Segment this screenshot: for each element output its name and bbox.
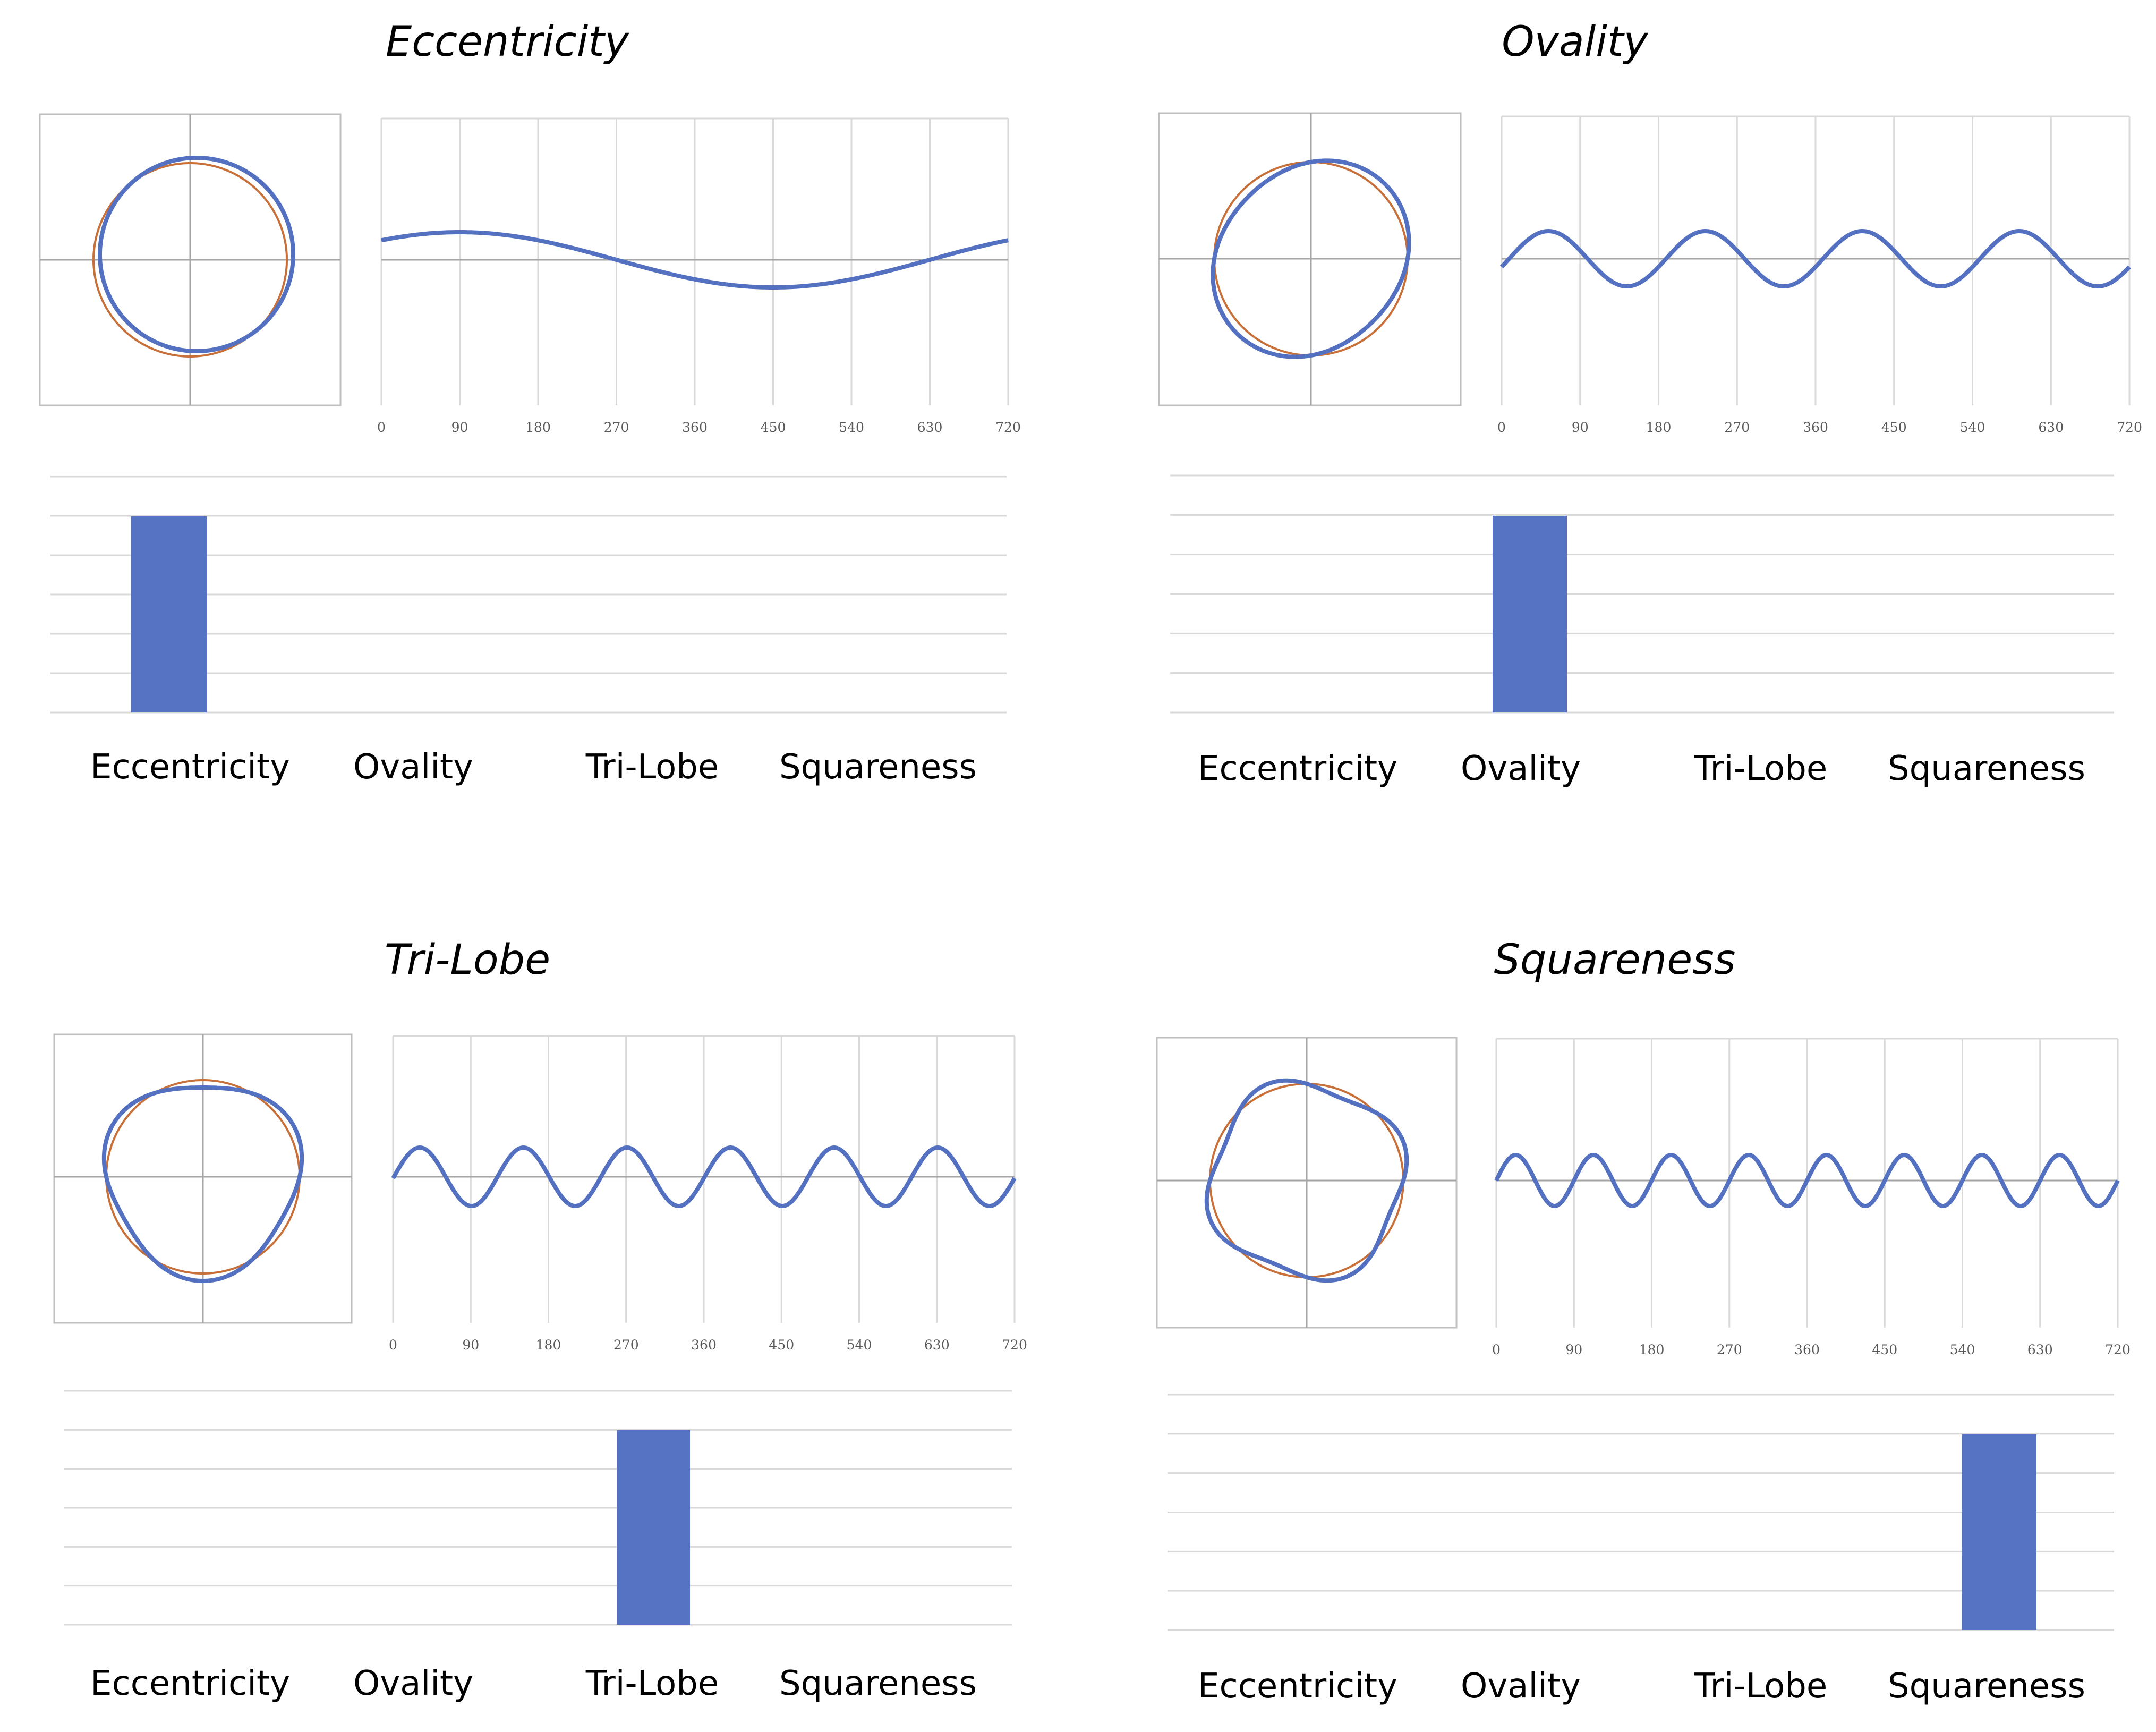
measured-profile-line xyxy=(101,1085,304,1283)
measured-profile-line xyxy=(1211,158,1411,359)
category-label: Eccentricity xyxy=(1198,1667,1397,1706)
waveform-plot: 0 90 180 270 360 450 540 630 720 xyxy=(1497,115,2142,435)
harmonic-bar-chart: Eccentricity Ovality Tri-Lobe Squareness xyxy=(50,476,1007,787)
x-tick-label: 450 xyxy=(1872,1342,1897,1357)
panel-title: Squareness xyxy=(1494,936,1735,984)
harmonic-bar-chart: Eccentricity Ovality Tri-Lobe Squareness xyxy=(1168,1394,2114,1706)
panel-title: Eccentricity xyxy=(386,18,630,66)
x-tick-label: 720 xyxy=(2117,420,2142,435)
category-label: Ovality xyxy=(353,748,473,787)
x-tick-label: 180 xyxy=(536,1337,561,1353)
measured-profile-line xyxy=(1204,1078,1409,1283)
x-tick-label: 90 xyxy=(1572,420,1589,435)
x-tick-label: 270 xyxy=(613,1337,639,1353)
x-tick-label: 180 xyxy=(1646,420,1672,435)
category-label: Ovality xyxy=(353,1664,473,1703)
bar-tri-lobe xyxy=(617,1430,690,1625)
waveform-plot: 0 90 180 270 360 450 540 630 720 xyxy=(389,1035,1027,1353)
x-tick-label: 0 xyxy=(1497,420,1506,435)
x-tick-label: 180 xyxy=(525,420,551,435)
harmonic-bar-chart: Eccentricity Ovality Tri-Lobe Squareness xyxy=(64,1390,1012,1703)
chart-panel-4: Squareness 0 90 180 270 360 450 540 630 720 Eccent… xyxy=(1156,936,2131,1706)
x-tick-label: 540 xyxy=(1960,420,1985,435)
x-tick-label: 630 xyxy=(2038,420,2064,435)
x-tick-label: 90 xyxy=(451,420,468,435)
polar-plot xyxy=(1158,112,1462,406)
x-tick-label: 630 xyxy=(2027,1342,2053,1357)
bar-squareness xyxy=(1962,1434,2036,1630)
category-label: Squareness xyxy=(779,1664,977,1703)
x-tick-label: 270 xyxy=(604,420,629,435)
measured-profile-line xyxy=(98,156,295,353)
x-tick-label: 360 xyxy=(1803,420,1828,435)
waveform-line xyxy=(391,1145,1017,1208)
panel-title: Tri-Lobe xyxy=(385,936,550,984)
x-tick-label: 270 xyxy=(1724,420,1750,435)
panel-title: Ovality xyxy=(1502,18,1649,66)
chart-panel-2: Ovality 0 90 180 270 360 450 540 630 720 Eccentric… xyxy=(1158,18,2142,788)
category-label: Tri-Lobe xyxy=(585,1664,719,1703)
category-label: Squareness xyxy=(1888,749,2085,788)
x-tick-label: 720 xyxy=(2105,1342,2131,1357)
category-label: Ovality xyxy=(1461,749,1581,788)
x-tick-label: 90 xyxy=(1565,1342,1582,1357)
x-tick-label: 540 xyxy=(1950,1342,1975,1357)
category-label: Eccentricity xyxy=(90,1664,290,1703)
chart-panel-1: Eccentricity 0 90 180 270 360 450 540 630 720 Ecce… xyxy=(39,18,1021,787)
x-tick-label: 0 xyxy=(377,420,386,435)
harmonic-bar-chart: Eccentricity Ovality Tri-Lobe Squareness xyxy=(1170,474,2114,788)
x-tick-label: 540 xyxy=(839,420,864,435)
category-label: Squareness xyxy=(1888,1667,2085,1706)
polar-plot xyxy=(1156,1037,1458,1329)
category-label: Tri-Lobe xyxy=(585,748,719,787)
category-label: Tri-Lobe xyxy=(1694,1667,1828,1706)
category-label: Ovality xyxy=(1461,1667,1581,1706)
chart-panel-3: Tri-Lobe 0 90 180 270 360 450 540 630 720 Eccentri… xyxy=(53,936,1027,1703)
waveform-plot: 0 90 180 270 360 450 540 630 720 xyxy=(377,117,1021,435)
category-label: Tri-Lobe xyxy=(1694,749,1828,788)
x-tick-label: 450 xyxy=(769,1337,794,1353)
x-tick-label: 0 xyxy=(1492,1342,1501,1357)
x-tick-label: 450 xyxy=(1881,420,1907,435)
x-tick-label: 90 xyxy=(462,1337,479,1353)
x-tick-label: 720 xyxy=(995,420,1021,435)
waveform-line xyxy=(1500,229,2131,288)
waveform-line xyxy=(1494,1153,2120,1208)
waveform-plot: 0 90 180 270 360 450 540 630 720 xyxy=(1492,1038,2131,1357)
x-tick-label: 360 xyxy=(1794,1342,1820,1357)
x-tick-label: 450 xyxy=(761,420,786,435)
x-tick-label: 360 xyxy=(691,1337,717,1353)
polar-plot xyxy=(39,113,342,406)
x-tick-label: 630 xyxy=(917,420,943,435)
x-tick-label: 180 xyxy=(1639,1342,1665,1357)
polar-plot xyxy=(53,1033,353,1324)
x-tick-label: 360 xyxy=(682,420,708,435)
x-tick-label: 630 xyxy=(924,1337,950,1353)
bar-ovality xyxy=(1493,516,1567,712)
category-label: Squareness xyxy=(779,748,977,787)
waveform-line xyxy=(380,230,1010,290)
x-tick-label: 540 xyxy=(847,1337,872,1353)
bar-eccentricity xyxy=(131,516,207,712)
x-tick-label: 0 xyxy=(389,1337,397,1353)
category-label: Eccentricity xyxy=(90,748,290,787)
category-label: Eccentricity xyxy=(1198,749,1397,788)
x-tick-label: 720 xyxy=(1002,1337,1027,1353)
x-tick-label: 270 xyxy=(1717,1342,1742,1357)
